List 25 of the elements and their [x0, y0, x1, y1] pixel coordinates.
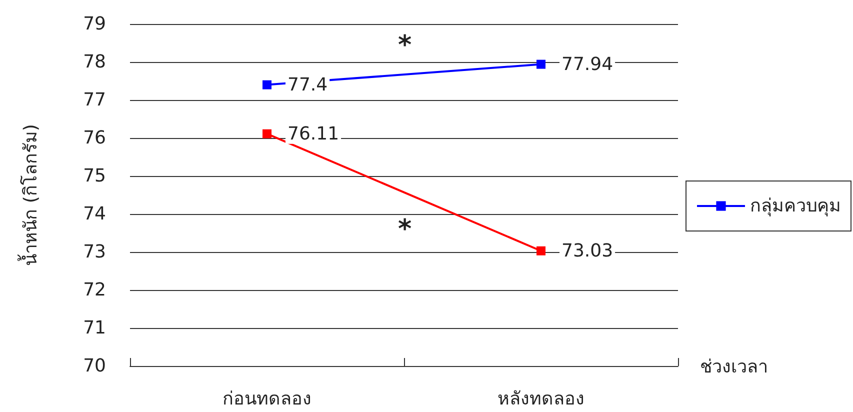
x-axis-title: ช่วงเวลา: [700, 356, 768, 378]
data-label: 77.94: [562, 54, 614, 75]
data-label: 77.4: [288, 74, 328, 96]
x-tick-label: ก่อนทดลอง: [222, 388, 312, 410]
y-axis-title: น้ำหนัก (กิโลกรัม): [18, 124, 42, 266]
y-tick-label: 79: [83, 14, 106, 34]
point: [262, 129, 272, 138]
y-tick-label: 75: [83, 166, 106, 186]
y-tick-label: 73: [83, 242, 106, 262]
point: [262, 80, 272, 90]
y-tick-label: 72: [83, 280, 106, 300]
y-tick-label: 76: [83, 128, 106, 148]
data-label: 76.11: [288, 123, 340, 144]
y-tick-label: 70: [83, 356, 106, 376]
annotation: *: [398, 214, 412, 244]
point: [536, 60, 546, 69]
y-tick-label: 74: [83, 204, 106, 224]
y-tick-label: 77: [83, 90, 106, 110]
data-label: 73.03: [562, 240, 614, 262]
point: [536, 246, 546, 256]
y-tick-label: 78: [83, 52, 106, 72]
y-tick-label: 71: [83, 318, 106, 338]
legend-label: กลุ่มควบคุม: [750, 196, 841, 216]
x-tick-label: หลังทดลอง: [498, 388, 584, 410]
annotation: *: [398, 30, 412, 61]
